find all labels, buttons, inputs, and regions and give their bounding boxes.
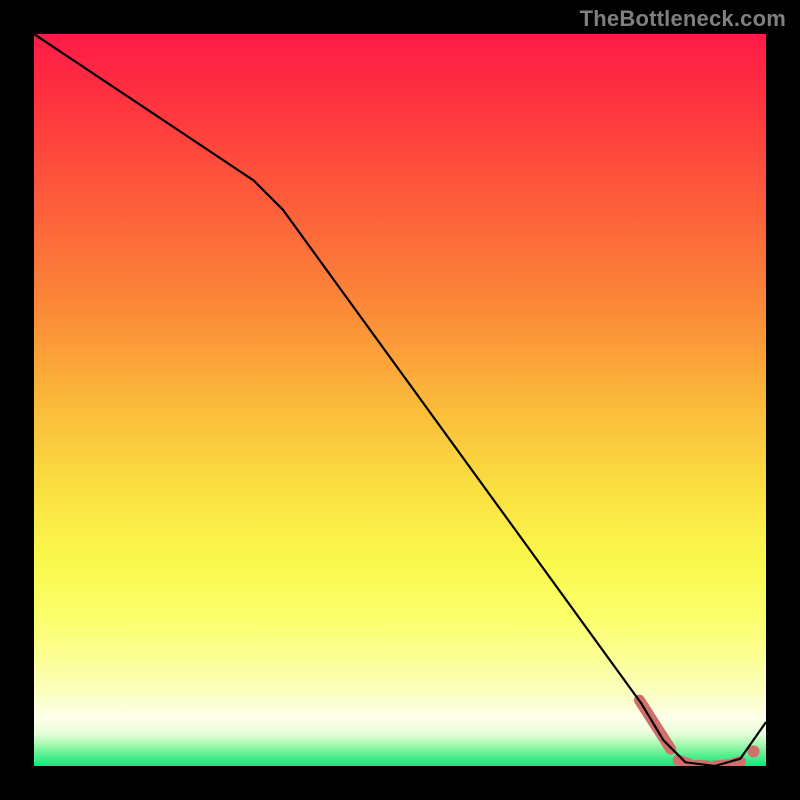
chart-stage: TheBottleneck.com xyxy=(0,0,800,800)
watermark-text: TheBottleneck.com xyxy=(580,6,786,32)
marker-segment xyxy=(735,762,741,763)
plot-background xyxy=(34,34,766,766)
chart-svg xyxy=(0,0,800,800)
